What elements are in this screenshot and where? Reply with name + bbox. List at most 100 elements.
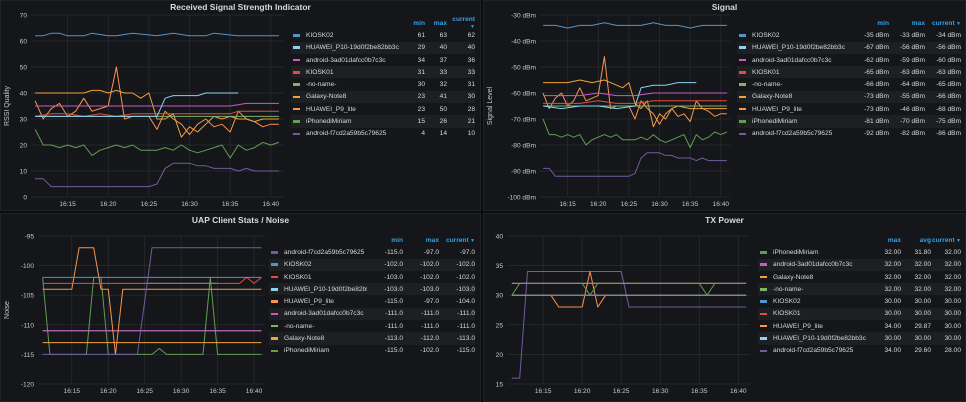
legend-row[interactable]: iPhonediMiriam -115.0 -102.0 -115.0 — [269, 345, 475, 357]
legend-row[interactable]: android-f7cd2a59b5c79625 -92 dBm -82 dBm -8… — [737, 128, 961, 140]
legend-row[interactable]: Galaxy-Note8 23 41 30 — [291, 90, 475, 104]
legend-swatch[interactable] — [760, 349, 767, 353]
legend-swatch[interactable] — [293, 132, 300, 136]
legend-swatch[interactable] — [739, 58, 746, 62]
legend-swatch[interactable] — [293, 120, 300, 123]
legend-swatch[interactable] — [739, 120, 746, 123]
legend-row[interactable]: -no-name- -111.0 -111.0 -111.0 — [269, 320, 475, 332]
legend-row[interactable]: Galaxy-Note8 -73 dBm -55 dBm -66 dBm — [737, 90, 961, 104]
legend-row[interactable]: android-3ad01dafcc0b7c3c -111.0 -111.0 -111… — [269, 307, 475, 321]
legend-row[interactable]: Galaxy-Note8 -113.0 -112.0 -113.0 — [269, 332, 475, 345]
legend-row[interactable]: HUAWEI_P9_lite 23 50 28 — [291, 103, 475, 115]
legend-swatch[interactable] — [293, 107, 300, 111]
legend-row[interactable]: android-f7cd2a59b5c79625 -115.0 -97.0 -97.0 — [269, 246, 475, 258]
legend-column-max[interactable]: max — [425, 236, 439, 244]
legend-value-current: -115.0 — [456, 347, 475, 355]
legend-series-name: android-3ad01dafcc0b7c3c — [773, 261, 853, 269]
legend-swatch[interactable] — [739, 46, 746, 49]
legend-column-max[interactable]: max — [911, 19, 925, 27]
legend-swatch[interactable] — [271, 300, 278, 303]
panel-title[interactable]: TX Power — [705, 215, 744, 225]
legend-swatch[interactable] — [293, 58, 300, 62]
legend-swatch[interactable] — [760, 288, 767, 291]
legend-row[interactable]: KIOSK02 61 63 62 — [291, 29, 475, 41]
legend-swatch[interactable] — [739, 83, 746, 86]
legend-row[interactable]: -no-name- 30 32 31 — [291, 78, 475, 90]
panel-title[interactable]: UAP Client Stats / Noise — [191, 215, 290, 225]
legend-row[interactable]: HUAWEI_P10-19d0f2be82bb3c -67 dBm -56 dBm -… — [737, 41, 961, 54]
legend-row[interactable]: KIOSK01 30.00 30.00 30.00 — [758, 307, 961, 321]
legend-swatch[interactable] — [760, 263, 767, 266]
legend-swatch[interactable] — [271, 312, 278, 316]
legend-row[interactable]: HUAWEI_P9_lite 34.00 29.87 30.00 — [758, 320, 961, 332]
legend-row[interactable]: KIOSK01 -103.0 -102.0 -102.0 — [269, 271, 475, 283]
legend-series-name: KIOSK02 — [773, 298, 801, 306]
legend-series-name: android-3ad01dafcc0b7c3c — [752, 56, 832, 64]
legend-row[interactable]: iPhonediMiriam 15 26 21 — [291, 115, 475, 128]
legend-column-min[interactable]: min — [391, 236, 403, 244]
legend-swatch[interactable] — [293, 34, 300, 37]
legend-swatch[interactable] — [293, 83, 300, 86]
legend-swatch[interactable] — [271, 337, 278, 340]
legend-swatch[interactable] — [271, 288, 278, 291]
panel-title[interactable]: Signal — [711, 2, 738, 12]
legend-row[interactable]: HUAWEI_P10-19d0f2be82bb3c -103.0 -103.0 -10… — [269, 283, 475, 296]
legend-swatch[interactable] — [739, 107, 746, 111]
legend-swatch[interactable] — [760, 300, 767, 303]
legend-swatch[interactable] — [739, 95, 746, 99]
legend-row[interactable]: android-3ad01dafcc0b7c3c -62 dBm -59 dBm -6… — [737, 54, 961, 66]
legend-column-avg[interactable]: avg — [919, 236, 931, 244]
legend-row[interactable]: android-3ad01dafcc0b7c3c 34 37 36 — [291, 54, 475, 66]
legend-value-avg: 32.00 — [914, 273, 931, 281]
panel-title[interactable]: Received Signal Strength Indicator — [170, 2, 311, 12]
legend-swatch[interactable] — [739, 132, 746, 136]
legend-column-min[interactable]: min — [877, 19, 889, 27]
legend-column-current[interactable]: current ▼ — [931, 19, 961, 27]
legend-column-current[interactable]: current ▼ — [445, 236, 475, 244]
legend-swatch[interactable] — [293, 46, 300, 49]
legend-swatch[interactable] — [293, 95, 300, 99]
legend-swatch[interactable] — [271, 251, 278, 254]
legend-value-min: -67 dBm — [864, 44, 889, 52]
legend-row[interactable]: KIOSK01 -65 dBm -63 dBm -63 dBm — [737, 66, 961, 79]
y-axis-label: Signal Level — [487, 86, 494, 125]
legend-swatch[interactable] — [760, 251, 767, 254]
legend-swatch[interactable] — [739, 71, 746, 74]
legend-row[interactable]: KIOSK02 -102.0 -102.0 -102.0 — [269, 258, 475, 271]
legend-value-min: -102.0 — [384, 261, 403, 269]
legend-row[interactable]: iPhonediMiriam -81 dBm -70 dBm -75 dBm — [737, 115, 961, 128]
legend-row[interactable]: -no-name- -66 dBm -64 dBm -65 dBm — [737, 78, 961, 90]
series-line-KIOSK01 — [42, 276, 262, 284]
legend-row[interactable]: android-3ad01dafcc0b7c3c 32.00 32.00 32.00 — [758, 258, 961, 271]
legend-row[interactable]: KIOSK01 31 33 33 — [291, 66, 475, 79]
legend-swatch[interactable] — [760, 275, 767, 279]
legend-swatch[interactable] — [271, 263, 278, 266]
legend-swatch[interactable] — [271, 324, 278, 328]
legend-column-max[interactable]: max — [433, 19, 447, 27]
legend-row[interactable]: KIOSK02 -35 dBm -33 dBm -34 dBm — [737, 29, 961, 41]
legend-column-min[interactable]: min — [413, 19, 425, 27]
legend-column-current[interactable]: current ▼ — [931, 236, 961, 244]
legend-column-current[interactable]: current ▼ — [452, 16, 475, 31]
legend-row[interactable]: HUAWEI_P10-19d0f2be82bb3c 29 40 40 — [291, 41, 475, 54]
legend-row[interactable]: android-f7cd2a59b5c79625 4 14 10 — [291, 128, 475, 140]
legend-swatch[interactable] — [271, 349, 278, 353]
legend-row[interactable]: KIOSK02 30.00 30.00 30.00 — [758, 295, 961, 307]
legend-row[interactable]: -no-name- 32.00 32.00 32.00 — [758, 283, 961, 296]
legend-swatch[interactable] — [760, 337, 767, 340]
sort-desc-icon: ▼ — [954, 237, 961, 244]
legend-swatch[interactable] — [271, 275, 278, 279]
legend-value-min: 31 — [417, 68, 425, 76]
legend-swatch[interactable] — [760, 324, 767, 328]
legend-value-current: -63 dBm — [936, 68, 961, 76]
legend-swatch[interactable] — [760, 312, 767, 316]
legend-row[interactable]: Galaxy-Note8 32.00 32.00 32.00 — [758, 271, 961, 283]
legend-row[interactable]: HUAWEI_P10-19d0f2be82bb3c 30.00 30.00 30.00 — [758, 332, 961, 345]
legend-column-max[interactable]: max — [887, 236, 901, 244]
legend-row[interactable]: HUAWEI_P9_lite -115.0 -97.0 -104.0 — [269, 295, 475, 307]
legend-row[interactable]: iPhonediMiriam 32.00 31.80 32.00 — [758, 246, 961, 258]
legend-row[interactable]: HUAWEI_P9_lite -73 dBm -46 dBm -68 dBm — [737, 103, 961, 115]
legend-swatch[interactable] — [293, 71, 300, 74]
legend-swatch[interactable] — [739, 34, 746, 37]
legend-row[interactable]: android-f7cd2a59b5c79625 34.00 29.60 28.00 — [758, 345, 961, 357]
